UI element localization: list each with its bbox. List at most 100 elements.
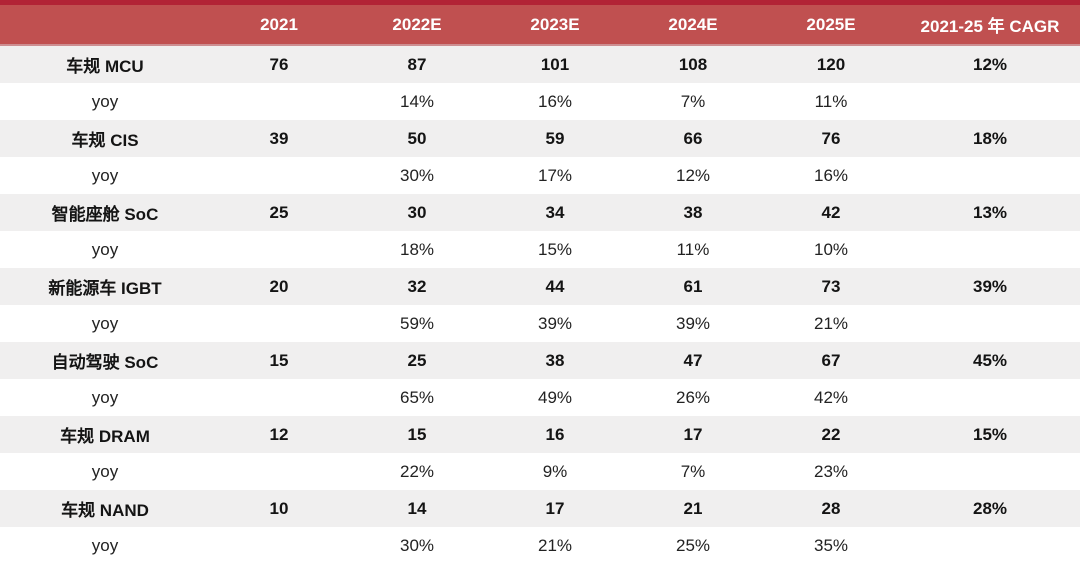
value-cell: 108 xyxy=(678,54,708,74)
header-cell-2024e: 2024E xyxy=(668,14,718,34)
value-cell: 87 xyxy=(407,54,427,74)
value-cell: 25% xyxy=(675,535,711,555)
table-header-row: 2021 2022E 2023E 2024E 2025E 2021-25 年 C… xyxy=(0,0,1080,46)
table-row: 车规 NAND 10 14 17 21 28 28% xyxy=(0,490,1080,527)
value-cell: 17 xyxy=(683,424,703,444)
value-cell: 32 xyxy=(407,276,427,296)
value-cell: 10 xyxy=(269,498,289,518)
value-cell: 18% xyxy=(972,128,1008,148)
row-label: yoy xyxy=(91,91,119,111)
value-cell: 49% xyxy=(537,387,573,407)
value-cell: 16 xyxy=(545,424,565,444)
value-cell: 66 xyxy=(683,128,703,148)
value-cell: 25 xyxy=(269,202,289,222)
table-row: 车规 CIS 39 50 59 66 76 18% xyxy=(0,120,1080,157)
value-cell: 22 xyxy=(821,424,841,444)
value-cell: 50 xyxy=(407,128,427,148)
value-cell: 21% xyxy=(537,535,573,555)
row-label: 车规 MCU xyxy=(66,57,144,76)
row-label: 车规 DRAM xyxy=(60,427,150,446)
value-cell: 38 xyxy=(545,350,565,370)
value-cell: 73 xyxy=(821,276,841,296)
table-row: 新能源车 IGBT 20 32 44 61 73 39% xyxy=(0,268,1080,305)
value-cell: 45% xyxy=(972,350,1008,370)
value-cell: 16% xyxy=(537,91,573,111)
value-cell: 13% xyxy=(972,202,1008,222)
row-label: yoy xyxy=(91,239,119,259)
value-cell: 23% xyxy=(813,461,849,481)
row-label: 智能座舱 SoC xyxy=(51,205,159,224)
value-cell: 30 xyxy=(407,202,427,222)
value-cell: 65% xyxy=(399,387,435,407)
table-row: 自动驾驶 SoC 15 25 38 47 67 45% xyxy=(0,342,1080,379)
value-cell: 7% xyxy=(680,91,706,111)
value-cell: 15 xyxy=(269,350,289,370)
value-cell: 9% xyxy=(542,461,568,481)
table-row: yoy 18% 15% 11% 10% xyxy=(0,231,1080,268)
row-label: yoy xyxy=(91,461,119,481)
row-label: yoy xyxy=(91,165,119,185)
value-cell: 101 xyxy=(540,54,570,74)
value-cell: 47 xyxy=(683,350,703,370)
value-cell: 76 xyxy=(269,54,289,74)
value-cell: 39% xyxy=(972,276,1008,296)
value-cell: 28 xyxy=(821,498,841,518)
table-row: 车规 DRAM 12 15 16 17 22 15% xyxy=(0,416,1080,453)
value-cell: 30% xyxy=(399,535,435,555)
table-row: yoy 30% 17% 12% 16% xyxy=(0,157,1080,194)
header-cell-cagr: 2021-25 年 CAGR xyxy=(920,17,1060,36)
value-cell: 16% xyxy=(813,165,849,185)
value-cell: 59 xyxy=(545,128,565,148)
table-row: 智能座舱 SoC 25 30 34 38 42 13% xyxy=(0,194,1080,231)
value-cell: 39% xyxy=(675,313,711,333)
table-row: yoy 22% 9% 7% 23% xyxy=(0,453,1080,490)
table-row: yoy 30% 21% 25% 35% xyxy=(0,527,1080,564)
row-label: 车规 CIS xyxy=(71,131,139,150)
table-body: 车规 MCU 76 87 101 108 120 12% yoy 14% 16% 7% 11% 车规 C… xyxy=(0,46,1080,564)
header-cell-2023e: 2023E xyxy=(530,14,580,34)
header-cell-2025e: 2025E xyxy=(806,14,856,34)
value-cell: 120 xyxy=(816,54,846,74)
value-cell: 12 xyxy=(269,424,289,444)
value-cell: 12% xyxy=(675,165,711,185)
value-cell: 11% xyxy=(814,91,848,111)
value-cell: 76 xyxy=(821,128,841,148)
row-label: 自动驾驶 SoC xyxy=(51,353,159,372)
value-cell: 14 xyxy=(407,498,427,518)
value-cell: 21% xyxy=(813,313,849,333)
row-label: yoy xyxy=(91,387,119,407)
row-label: 新能源车 IGBT xyxy=(48,279,162,298)
value-cell: 28% xyxy=(972,498,1008,518)
table-row: 车规 MCU 76 87 101 108 120 12% xyxy=(0,46,1080,83)
value-cell: 26% xyxy=(675,387,711,407)
value-cell: 11% xyxy=(676,239,710,259)
value-cell: 59% xyxy=(399,313,435,333)
header-cell-2022e: 2022E xyxy=(392,14,442,34)
value-cell: 34 xyxy=(545,202,565,222)
row-label: yoy xyxy=(91,535,119,555)
value-cell: 42% xyxy=(813,387,849,407)
value-cell: 38 xyxy=(683,202,703,222)
value-cell: 18% xyxy=(399,239,435,259)
table-row: yoy 65% 49% 26% 42% xyxy=(0,379,1080,416)
value-cell: 21 xyxy=(683,498,703,518)
value-cell: 22% xyxy=(399,461,435,481)
table-row: yoy 59% 39% 39% 21% xyxy=(0,305,1080,342)
value-cell: 39% xyxy=(537,313,573,333)
value-cell: 10% xyxy=(813,239,849,259)
value-cell: 61 xyxy=(683,276,703,296)
value-cell: 17 xyxy=(545,498,565,518)
value-cell: 35% xyxy=(813,535,849,555)
value-cell: 7% xyxy=(680,461,706,481)
table-row: yoy 14% 16% 7% 11% xyxy=(0,83,1080,120)
row-label: 车规 NAND xyxy=(61,501,149,520)
value-cell: 15 xyxy=(407,424,427,444)
value-cell: 25 xyxy=(407,350,427,370)
value-cell: 14% xyxy=(399,91,435,111)
value-cell: 15% xyxy=(972,424,1008,444)
value-cell: 30% xyxy=(399,165,435,185)
value-cell: 42 xyxy=(821,202,841,222)
value-cell: 17% xyxy=(537,165,573,185)
row-label: yoy xyxy=(91,313,119,333)
